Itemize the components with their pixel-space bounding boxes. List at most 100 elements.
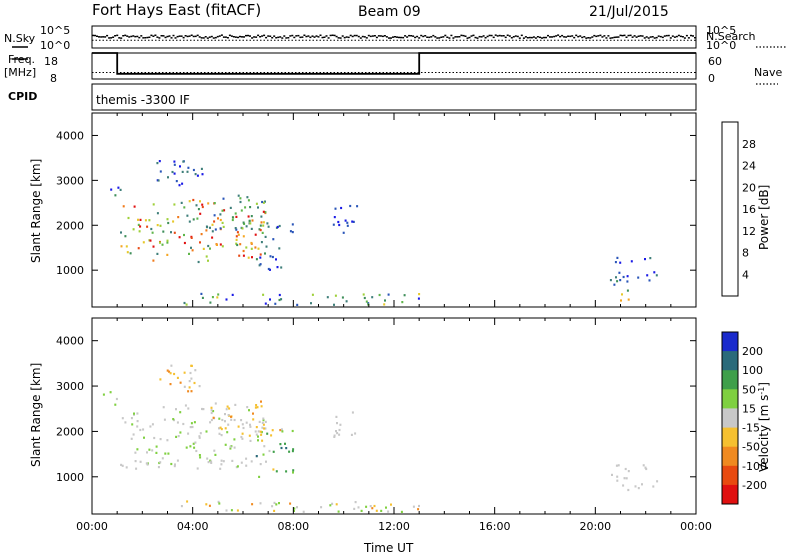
data-cell [332, 223, 335, 226]
data-cell [220, 463, 223, 466]
data-cell [262, 201, 265, 204]
data-cell [172, 418, 175, 421]
data-cell [241, 437, 244, 440]
data-cell [194, 369, 197, 372]
nsky-point [432, 34, 435, 37]
data-cell [189, 426, 192, 429]
data-cell [251, 256, 253, 259]
nsky-point [619, 34, 622, 37]
data-cell [224, 443, 227, 446]
data-cell [197, 208, 200, 211]
nsky-point [94, 34, 96, 37]
data-cell [222, 460, 225, 463]
colorbar-tick-label: 20 [742, 181, 756, 194]
nsky-point [549, 36, 551, 38]
nsky-point [108, 37, 111, 39]
data-cell [276, 266, 279, 269]
nsky-point [120, 37, 123, 39]
nsky-point [534, 37, 537, 39]
nsky-point [309, 36, 312, 39]
nsky-point [655, 36, 658, 39]
data-cell [221, 245, 224, 248]
data-cell [184, 404, 187, 407]
nsky-point [532, 36, 535, 38]
nsky-point [138, 36, 141, 39]
data-cell [249, 222, 252, 225]
nsky-point [593, 34, 596, 37]
data-cell [183, 206, 186, 209]
nsky-point [190, 34, 193, 36]
nsky-point [325, 35, 328, 37]
nsky-point [134, 35, 137, 38]
nsky-point [663, 35, 666, 37]
data-cell [226, 431, 229, 434]
data-cell [351, 220, 354, 223]
nsky-point [170, 37, 173, 39]
nsky-point [164, 36, 167, 39]
nsky-point [631, 36, 634, 38]
nsky-point [398, 36, 400, 39]
nsky-point [450, 34, 453, 37]
data-cell [621, 293, 623, 296]
data-cell [626, 275, 629, 278]
data-cell [139, 428, 142, 432]
colorbar-tick-label: 4 [742, 268, 749, 281]
data-cell [192, 198, 195, 202]
nsky-point [528, 36, 531, 39]
nsky-point [365, 37, 368, 39]
nsky-point [685, 34, 688, 37]
data-cell [193, 446, 196, 449]
data-cell [219, 213, 222, 216]
velocity-colorbar-label: Velocity [m s-1] [757, 382, 772, 472]
data-cell [129, 252, 132, 255]
data-cell [285, 447, 288, 450]
nsky-point [486, 35, 489, 38]
data-cell [130, 437, 133, 440]
data-cell [180, 505, 183, 508]
data-cell [346, 221, 349, 224]
y-tick-label: 4000 [56, 335, 84, 348]
data-cell [278, 247, 281, 250]
colorbar-tick-label: 24 [742, 160, 756, 173]
nsky-point [484, 37, 487, 39]
nsky-point [140, 35, 143, 37]
data-cell [310, 302, 312, 305]
nsky-point [563, 36, 566, 38]
nsky-point [641, 35, 644, 37]
data-cell [196, 217, 199, 220]
data-cell [217, 500, 220, 503]
data-cell [279, 443, 282, 446]
nsky-point [114, 35, 117, 37]
data-cell [185, 303, 188, 306]
nsky-point [595, 35, 598, 38]
data-cell [172, 220, 175, 223]
nsky-point [98, 36, 100, 38]
nsky-point [448, 37, 451, 39]
data-cell [196, 467, 199, 470]
data-cell [162, 406, 165, 409]
nsky-point [460, 34, 463, 37]
nsky-point [303, 34, 306, 36]
data-cell [234, 403, 237, 406]
data-cell [403, 294, 406, 297]
data-cell [156, 212, 159, 215]
data-cell [137, 218, 139, 221]
data-cell [354, 432, 357, 435]
data-cell [259, 463, 262, 466]
data-cell [130, 417, 133, 420]
colorbar-tick-label: 16 [742, 203, 756, 216]
data-cell [240, 461, 243, 464]
data-cell [199, 456, 202, 459]
data-cell [362, 293, 365, 296]
data-cell [174, 463, 176, 466]
data-cell [138, 230, 141, 233]
freq-panel [91, 52, 697, 80]
nsky-point [243, 36, 245, 38]
data-cell [164, 452, 167, 455]
nsky-point [182, 36, 185, 39]
data-cell [161, 457, 164, 460]
freq-left-bottom: 8 [50, 72, 57, 85]
nsky-point [430, 36, 433, 38]
data-cell [342, 231, 345, 234]
data-cell [264, 235, 267, 238]
